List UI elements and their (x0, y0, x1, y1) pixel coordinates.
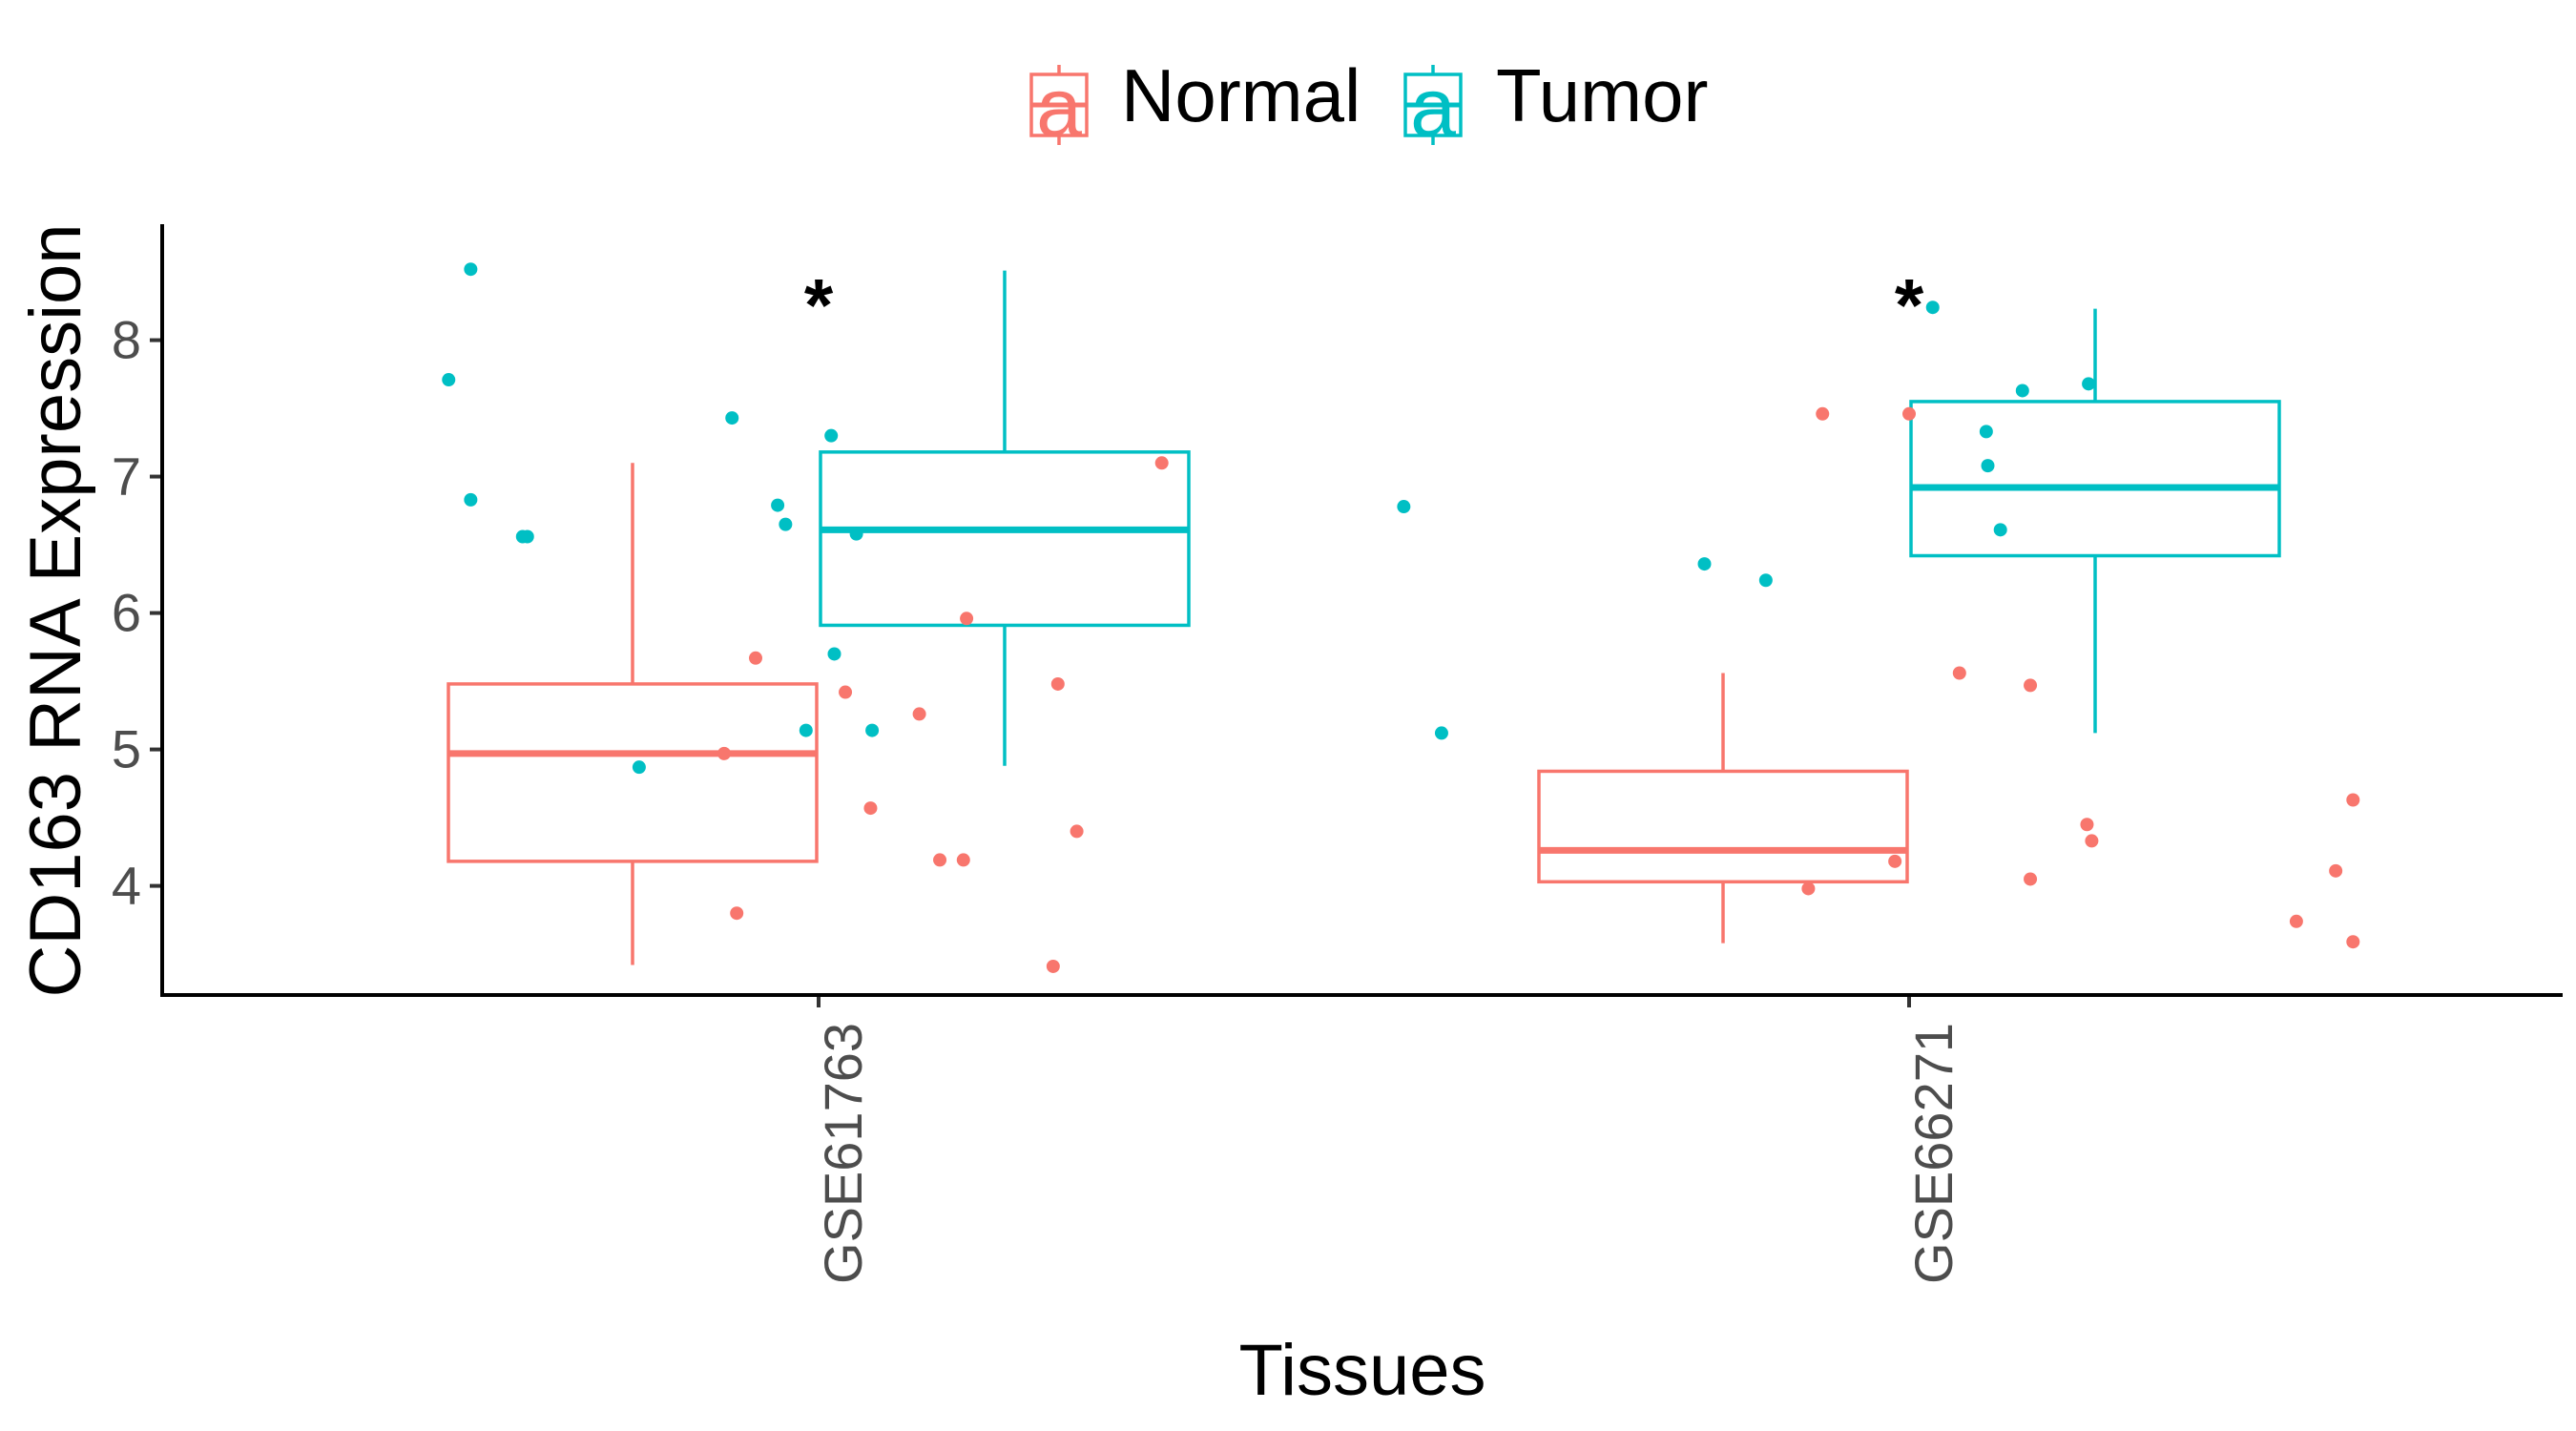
legend-entry-tumor: a Tumor (1403, 53, 1708, 154)
point-tumor-gse61763-4 (520, 529, 534, 544)
y-axis-title: CD163 RNA Expression (15, 223, 96, 997)
point-tumor-gse66271-21 (1993, 523, 2007, 537)
significance-gse66271: * (1895, 263, 1924, 347)
point-normal-gse61763-3 (839, 685, 853, 699)
point-tumor-gse61763-0 (464, 262, 478, 277)
point-tumor-gse66271-18 (1925, 301, 1940, 315)
box-tumor-gse66271 (1909, 308, 2281, 734)
legend-entry-normal: a Normal (1029, 53, 1361, 154)
point-normal-gse61763-2 (749, 651, 762, 665)
point-tumor-gse66271-14 (1397, 500, 1411, 514)
point-normal-gse66271-22 (2289, 914, 2303, 928)
point-normal-gse61763-9 (1046, 959, 1060, 973)
box-normal-gse66271 (1537, 673, 1909, 944)
point-tumor-gse66271-15 (1434, 726, 1448, 740)
point-normal-gse66271-24 (2346, 935, 2360, 949)
point-tumor-gse61763-9 (799, 723, 813, 737)
legend-key-normal: a (1029, 62, 1089, 154)
legend-key-tumor: a (1403, 62, 1463, 154)
point-normal-gse61763-4 (863, 801, 878, 816)
y-tick-label-6: 6 (112, 583, 141, 643)
point-normal-gse61763-8 (960, 612, 974, 626)
point-tumor-gse66271-16 (1697, 557, 1712, 571)
point-normal-gse66271-23 (2329, 863, 2343, 878)
point-tumor-gse66271-17 (1758, 573, 1773, 588)
y-tick-label-5: 5 (112, 719, 141, 779)
point-normal-gse66271-25 (2346, 793, 2360, 807)
legend-key-glyph: a (1036, 62, 1082, 154)
point-tumor-gse61763-2 (464, 492, 478, 507)
point-normal-gse61763-1 (730, 906, 744, 921)
point-tumor-gse61763-10 (824, 428, 839, 443)
box-iqr (1909, 400, 2281, 558)
point-tumor-gse61763-13 (865, 723, 880, 737)
point-normal-gse66271-13 (1801, 881, 1816, 896)
x-tick-label-gse61763: GSE61763 (813, 1023, 873, 1284)
point-tumor-gse61763-1 (442, 373, 456, 387)
point-normal-gse61763-12 (1154, 456, 1169, 470)
point-tumor-gse61763-5 (632, 760, 646, 775)
point-normal-gse61763-5 (912, 707, 926, 721)
point-normal-gse66271-14 (1816, 406, 1830, 421)
point-tumor-gse66271-19 (1979, 425, 1993, 439)
box-iqr (819, 450, 1191, 628)
point-normal-gse61763-6 (933, 853, 947, 867)
box-iqr (447, 682, 819, 863)
point-tumor-gse66271-22 (2015, 384, 2029, 398)
point-tumor-gse61763-6 (725, 411, 739, 425)
point-tumor-gse66271-20 (1981, 459, 1995, 473)
y-tick-label-8: 8 (112, 310, 141, 370)
point-tumor-gse61763-8 (779, 517, 793, 531)
point-tumor-gse61763-12 (849, 527, 863, 541)
point-normal-gse66271-21 (2085, 834, 2099, 848)
point-normal-gse66271-18 (2024, 678, 2038, 693)
point-tumor-gse66271-23 (2082, 377, 2096, 391)
point-tumor-gse61763-7 (771, 498, 785, 512)
point-normal-gse61763-7 (956, 853, 970, 867)
legend-key-glyph: a (1410, 62, 1456, 154)
point-normal-gse66271-17 (1952, 666, 1966, 680)
box-iqr (1537, 769, 1909, 884)
point-normal-gse66271-15 (1888, 854, 1902, 868)
plot-area: 4 5 6 7 8 * * (112, 262, 2360, 1007)
legend: a Normal a Tumor (1029, 53, 1708, 154)
legend-label-normal: Normal (1121, 53, 1361, 137)
point-normal-gse66271-20 (2080, 818, 2094, 832)
legend-label-tumor: Tumor (1496, 53, 1708, 137)
point-normal-gse61763-10 (1050, 676, 1065, 691)
point-normal-gse66271-19 (2024, 872, 2038, 886)
point-normal-gse66271-16 (1902, 406, 1916, 421)
x-axis-title: Tissues (1238, 1330, 1485, 1411)
point-tumor-gse61763-11 (827, 647, 841, 661)
significance-gse61763: * (804, 263, 834, 347)
x-tick-label-gse66271: GSE66271 (1903, 1023, 1963, 1284)
y-tick-label-4: 4 (112, 856, 141, 916)
point-normal-gse61763-11 (1070, 824, 1084, 839)
box-tumor-gse61763 (819, 270, 1191, 766)
y-tick-label-7: 7 (112, 446, 141, 507)
box-normal-gse61763 (447, 463, 819, 965)
point-normal-gse61763-0 (717, 746, 731, 760)
